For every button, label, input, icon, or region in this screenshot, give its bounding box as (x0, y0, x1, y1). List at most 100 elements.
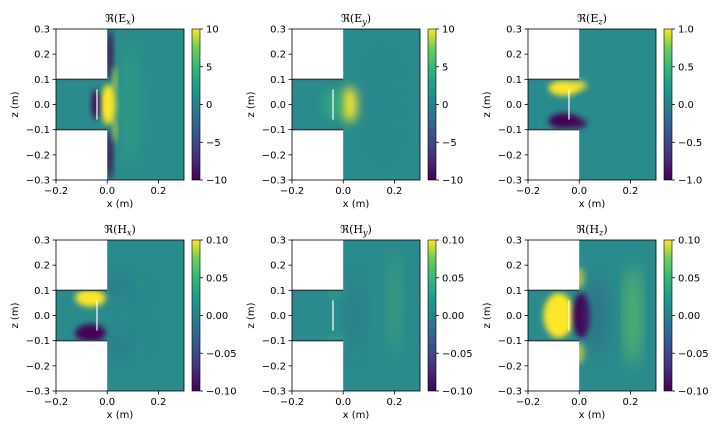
x-tick-label: 0.2 (622, 397, 638, 408)
field-lobe (125, 285, 151, 346)
colorbar-tick-label: −10 (442, 176, 463, 187)
waveguide-wall-top (56, 240, 108, 291)
x-tick-label: −0.2 (280, 397, 304, 408)
y-tick-label: 0.1 (270, 286, 286, 297)
colorbar-tick-label: −0.05 (442, 349, 473, 360)
x-tick-label: 0.0 (335, 397, 351, 408)
y-tick-label: −0.3 (498, 176, 522, 187)
field-lobe (112, 117, 117, 143)
field-lobe (106, 129, 113, 180)
y-tick-label: −0.1 (498, 125, 522, 136)
y-tick-label: 0.3 (34, 236, 50, 247)
colorbar-tick-label: 0.10 (206, 236, 228, 247)
panel-title: ℜ(Ex) (105, 12, 135, 27)
x-axis-label: x (m) (579, 199, 606, 210)
y-tick-label: −0.1 (262, 336, 286, 347)
panel-5: −0.2 0.0 0.20.30.20.10.0−0.1−0.2−0.3x (m)z… (246, 223, 473, 421)
heatmap-field (56, 240, 184, 391)
heatmap-field (528, 240, 656, 391)
colorbar-tick-label: 0.00 (442, 311, 464, 322)
field-lobe (100, 84, 117, 125)
y-tick-label: 0.2 (34, 50, 50, 61)
field-lobe (91, 89, 100, 120)
x-tick-label: 0.0 (99, 186, 115, 197)
y-tick-label: 0.2 (270, 261, 286, 272)
field-lobe (120, 41, 141, 168)
y-axis-label: z (m) (10, 302, 21, 328)
waveguide-wall-bottom (528, 129, 580, 180)
y-tick-label: −0.3 (498, 387, 522, 398)
x-axis-label: x (m) (107, 410, 134, 421)
y-tick-label: 0.0 (270, 100, 286, 111)
panel-title: ℜ(Hz) (576, 223, 607, 238)
y-axis-label: z (m) (246, 91, 257, 117)
waveguide-wall-bottom (56, 129, 108, 180)
x-tick-label: −0.2 (280, 186, 304, 197)
y-tick-label: 0.0 (34, 311, 50, 322)
colorbar-tick-label: 10 (442, 25, 455, 36)
y-tick-label: −0.1 (26, 125, 50, 136)
y-tick-label: −0.3 (26, 176, 50, 187)
y-tick-label: −0.1 (262, 125, 286, 136)
waveguide-wall-top (292, 29, 344, 80)
y-tick-label: −0.2 (262, 361, 286, 372)
y-tick-label: 0.0 (506, 100, 522, 111)
field-lobe (107, 333, 128, 359)
colorbar-tick-label: 1.0 (678, 25, 694, 36)
x-axis-label: x (m) (107, 199, 134, 210)
colorbar-tick-label: 0.00 (206, 311, 228, 322)
y-tick-label: 0.3 (506, 236, 522, 247)
y-tick-label: −0.2 (26, 361, 50, 372)
y-tick-label: 0.2 (506, 261, 522, 272)
x-axis-label: x (m) (343, 410, 370, 421)
colorbar-tick-label: 0.0 (678, 100, 694, 111)
y-tick-label: −0.3 (26, 387, 50, 398)
colorbar-tick-label: 10 (206, 25, 219, 36)
colorbar (191, 239, 201, 392)
heatmap-field (292, 240, 420, 391)
y-tick-label: 0.3 (270, 236, 286, 247)
colorbar-tick-label: −0.10 (206, 387, 237, 398)
field-lobe (366, 54, 397, 155)
field-lobe (548, 80, 580, 96)
heatmap-field (56, 29, 184, 180)
y-axis-label: z (m) (482, 302, 493, 328)
panel-title: ℜ(Hy) (340, 223, 372, 238)
heatmap-field (292, 29, 420, 180)
y-tick-label: −0.1 (498, 336, 522, 347)
colorbar-tick-label: 0.05 (442, 273, 464, 284)
y-tick-label: 0.1 (506, 75, 522, 86)
colorbar-tick-label: 0.05 (678, 273, 700, 284)
colorbar-tick-label: 0.5 (678, 62, 694, 73)
field-lobe (112, 66, 117, 92)
field-lobe (389, 252, 400, 354)
x-tick-label: 0.2 (150, 397, 166, 408)
y-tick-label: 0.1 (34, 75, 50, 86)
panel-1: −0.2 0.0 0.20.30.20.10.0−0.1−0.2−0.3x (m)z… (10, 12, 227, 210)
x-tick-label: 0.0 (99, 397, 115, 408)
colorbar (663, 28, 673, 181)
field-lobe (571, 118, 587, 129)
y-tick-label: −0.2 (26, 150, 50, 161)
colorbar-tick-label: 0.00 (678, 311, 700, 322)
x-tick-label: −0.2 (516, 186, 540, 197)
waveguide-wall-bottom (292, 340, 344, 391)
field-lobe (75, 289, 106, 307)
waveguide-wall-bottom (56, 340, 108, 391)
waveguide-wall-bottom (292, 129, 344, 180)
y-axis-label: z (m) (482, 91, 493, 117)
colorbar (191, 28, 201, 181)
waveguide-wall-top (528, 29, 580, 80)
field-lobe (341, 86, 358, 123)
y-tick-label: 0.2 (34, 261, 50, 272)
waveguide-wall-top (528, 240, 580, 291)
field-lobe (348, 277, 364, 354)
y-tick-label: −0.1 (26, 336, 50, 347)
colorbar-tick-label: 0.10 (678, 236, 700, 247)
panel-3: −0.2 0.0 0.20.30.20.10.0−0.1−0.2−0.3x (m)z… (482, 12, 702, 210)
y-tick-label: −0.2 (498, 361, 522, 372)
panel-6: −0.2 0.0 0.20.30.20.10.0−0.1−0.2−0.3x (m)z… (482, 223, 709, 421)
y-axis-label: z (m) (10, 91, 21, 117)
heatmap-field (528, 29, 656, 180)
